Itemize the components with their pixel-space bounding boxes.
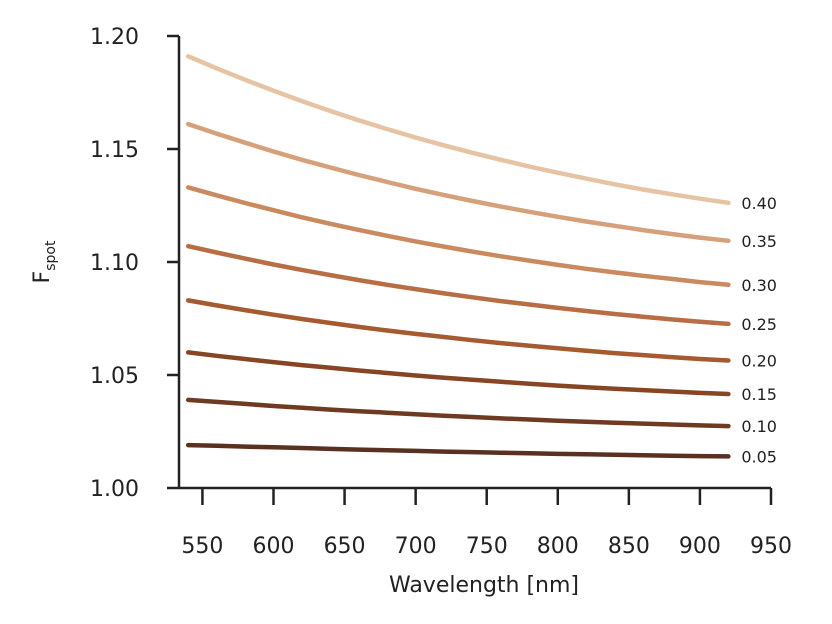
x-tick-label: 650 <box>324 534 366 559</box>
y-axis-title: Fspot <box>30 240 59 283</box>
series-line-0.10 <box>185 397 731 429</box>
y-tick-label: 1.00 <box>90 477 139 502</box>
series-label-0.05: 0.05 <box>741 447 777 466</box>
x-tick-label: 850 <box>608 534 650 559</box>
series-line-0.05 <box>185 442 731 459</box>
series-label-0.40: 0.40 <box>741 194 777 213</box>
series-group <box>185 54 731 459</box>
series-label-0.10: 0.10 <box>741 417 777 436</box>
series-line-0.35 <box>185 121 731 244</box>
x-tick-label: 750 <box>466 534 508 559</box>
x-axis: 550 600 650 700 750 800 850 900 950 <box>179 486 792 559</box>
x-tick-label: 900 <box>679 534 721 559</box>
series-line-0.15 <box>185 350 731 397</box>
x-tick-label: 700 <box>395 534 437 559</box>
y-axis-title-sub: spot <box>43 240 59 271</box>
series-label-0.20: 0.20 <box>741 352 777 371</box>
series-line-0.25 <box>185 243 731 327</box>
y-tick-label: 1.10 <box>90 251 139 276</box>
y-tick-label: 1.20 <box>90 25 139 50</box>
x-tick-label: 550 <box>181 534 223 559</box>
series-label-0.30: 0.30 <box>741 276 777 295</box>
y-axis-title-main: F <box>30 271 55 284</box>
x-tick-label: 600 <box>253 534 295 559</box>
x-axis-title: Wavelength [nm] <box>389 573 579 598</box>
series-labels: 0.05 0.10 0.15 0.20 0.25 0.30 0.35 0.40 <box>741 194 777 467</box>
series-line-0.20 <box>185 298 731 363</box>
series-label-0.25: 0.25 <box>741 315 777 334</box>
y-axis: 1.00 1.05 1.10 1.15 1.20 <box>90 25 181 502</box>
series-line-0.40 <box>185 54 731 206</box>
series-label-0.15: 0.15 <box>741 385 777 404</box>
series-line-0.30 <box>185 185 731 288</box>
x-tick-label: 950 <box>750 534 792 559</box>
y-tick-label: 1.05 <box>90 364 139 389</box>
y-tick-label: 1.15 <box>90 138 139 163</box>
x-tick-label: 800 <box>537 534 579 559</box>
series-label-0.35: 0.35 <box>741 232 777 251</box>
